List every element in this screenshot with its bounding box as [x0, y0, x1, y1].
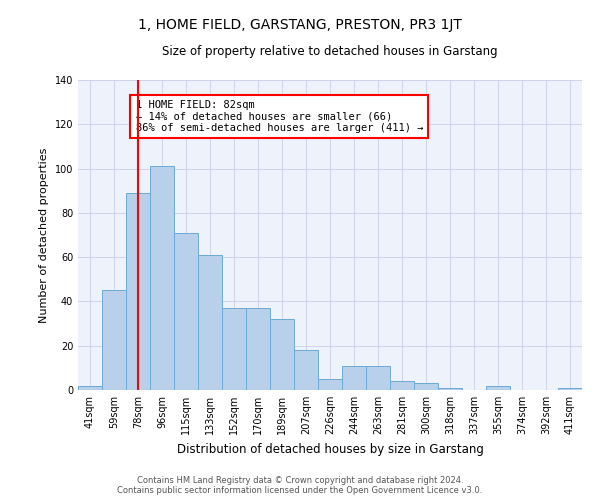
Title: Size of property relative to detached houses in Garstang: Size of property relative to detached ho… — [162, 45, 498, 58]
Bar — [222, 308, 246, 390]
Bar — [246, 308, 270, 390]
Bar — [294, 350, 318, 390]
X-axis label: Distribution of detached houses by size in Garstang: Distribution of detached houses by size … — [176, 442, 484, 456]
Text: Contains HM Land Registry data © Crown copyright and database right 2024.
Contai: Contains HM Land Registry data © Crown c… — [118, 476, 482, 495]
Bar — [438, 388, 462, 390]
Bar — [198, 255, 222, 390]
Bar — [318, 379, 342, 390]
Bar — [150, 166, 174, 390]
Bar — [342, 366, 366, 390]
Bar — [486, 386, 510, 390]
Bar — [366, 366, 390, 390]
Y-axis label: Number of detached properties: Number of detached properties — [39, 148, 49, 322]
Text: 1, HOME FIELD, GARSTANG, PRESTON, PR3 1JT: 1, HOME FIELD, GARSTANG, PRESTON, PR3 1J… — [138, 18, 462, 32]
Bar — [126, 193, 150, 390]
Bar — [102, 290, 126, 390]
Bar — [390, 381, 414, 390]
Bar — [174, 233, 198, 390]
Bar — [558, 388, 582, 390]
Bar — [414, 384, 438, 390]
Bar — [270, 319, 294, 390]
Text: 1 HOME FIELD: 82sqm
← 14% of detached houses are smaller (66)
86% of semi-detach: 1 HOME FIELD: 82sqm ← 14% of detached ho… — [136, 100, 423, 133]
Bar — [78, 386, 102, 390]
